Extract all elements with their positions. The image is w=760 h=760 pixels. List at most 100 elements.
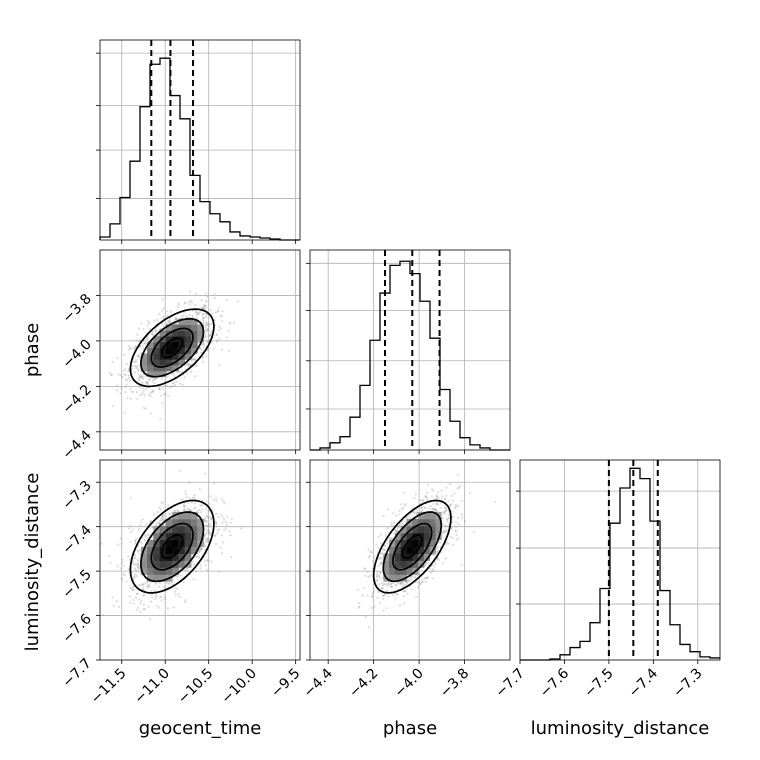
sample-point: [410, 588, 413, 591]
sample-point: [198, 556, 201, 559]
sample-point: [377, 574, 381, 577]
sample-point: [137, 369, 140, 373]
sample-point: [420, 509, 423, 512]
sample-point: [195, 556, 198, 559]
sample-point: [209, 334, 212, 337]
sample-point: [401, 506, 404, 509]
sample-point: [166, 315, 169, 318]
sample-point: [427, 507, 430, 510]
sample-point: [197, 311, 200, 314]
sample-point: [210, 560, 213, 563]
density-cell: [191, 518, 198, 527]
density-cell: [423, 525, 431, 534]
sample-point: [371, 567, 374, 570]
sample-point: [174, 383, 177, 386]
sample-point: [171, 381, 174, 385]
sample-point: [160, 515, 164, 518]
sample-point: [159, 508, 163, 511]
x-tick-label: −4.0: [392, 666, 427, 701]
sample-point: [143, 607, 146, 611]
density-cell: [172, 518, 179, 527]
sample-point: [375, 576, 379, 579]
sample-point: [442, 517, 445, 520]
sample-point: [134, 539, 137, 542]
sample-point: [357, 606, 361, 609]
sample-point: [173, 590, 176, 593]
sample-point: [432, 569, 435, 573]
sample-point: [381, 587, 384, 591]
sample-point: [135, 537, 138, 541]
x-tick-label: −10.5: [175, 666, 217, 708]
sample-point: [193, 507, 196, 510]
sample-point: [169, 310, 173, 313]
sample-point: [404, 583, 408, 586]
sample-point: [186, 508, 189, 511]
sample-point: [141, 583, 144, 586]
sample-point: [144, 407, 147, 410]
sample-point: [139, 375, 142, 378]
sample-point: [158, 606, 161, 609]
sample-point: [216, 529, 219, 532]
sample-point: [380, 552, 383, 555]
sample-point: [401, 522, 404, 525]
density-cell: [429, 525, 436, 534]
sample-point: [441, 562, 444, 565]
sample-point: [195, 365, 198, 368]
sample-point: [158, 585, 161, 588]
sample-point: [205, 340, 208, 343]
sample-point: [197, 555, 201, 558]
sample-point: [233, 321, 236, 324]
sample-point: [436, 558, 439, 561]
scatter-panel-phase-vs-luminosity-distance: [310, 460, 510, 660]
sample-point: [158, 582, 161, 585]
sample-point: [166, 322, 169, 325]
sample-point: [181, 383, 184, 386]
sample-point: [209, 523, 212, 526]
sample-point: [418, 582, 422, 585]
sample-point: [121, 579, 124, 582]
sample-point: [174, 316, 177, 319]
sample-point: [141, 375, 144, 379]
sample-point: [164, 392, 167, 395]
sample-point: [138, 393, 142, 396]
sample-point: [119, 392, 122, 395]
sample-point: [379, 571, 382, 574]
sample-point: [409, 585, 412, 588]
sample-point: [431, 577, 434, 580]
sample-point: [225, 299, 228, 302]
sample-point: [134, 359, 138, 362]
sample-point: [432, 502, 435, 506]
sample-point: [121, 558, 124, 561]
sample-point: [468, 491, 471, 494]
y-tick-label: −4.2: [59, 382, 94, 417]
sample-point: [189, 509, 192, 512]
sample-point: [389, 585, 392, 589]
sample-point: [450, 503, 453, 506]
sample-point: [203, 533, 207, 536]
density-cell: [400, 539, 407, 547]
sample-point: [406, 580, 409, 583]
sample-point: [371, 559, 374, 563]
sample-point: [135, 608, 138, 612]
sample-point: [146, 320, 149, 323]
sample-point: [201, 307, 204, 310]
sample-point: [142, 594, 145, 597]
density-cell: [423, 518, 431, 527]
sample-point: [389, 583, 393, 586]
sample-point: [447, 513, 450, 517]
sample-point: [208, 532, 211, 535]
sample-point: [176, 509, 179, 512]
sample-point: [444, 529, 447, 532]
sample-point: [140, 520, 143, 523]
sample-point: [202, 320, 205, 323]
sample-point: [201, 342, 204, 345]
sample-point: [388, 536, 391, 540]
sample-point: [221, 310, 224, 313]
density-cell: [172, 553, 179, 561]
density-cell: [423, 546, 431, 554]
sample-point: [223, 529, 226, 532]
density-cell: [172, 567, 179, 575]
sample-point: [382, 515, 385, 518]
sample-point: [444, 497, 447, 500]
scatter-panel-geocent-time-vs-phase: [100, 250, 300, 450]
